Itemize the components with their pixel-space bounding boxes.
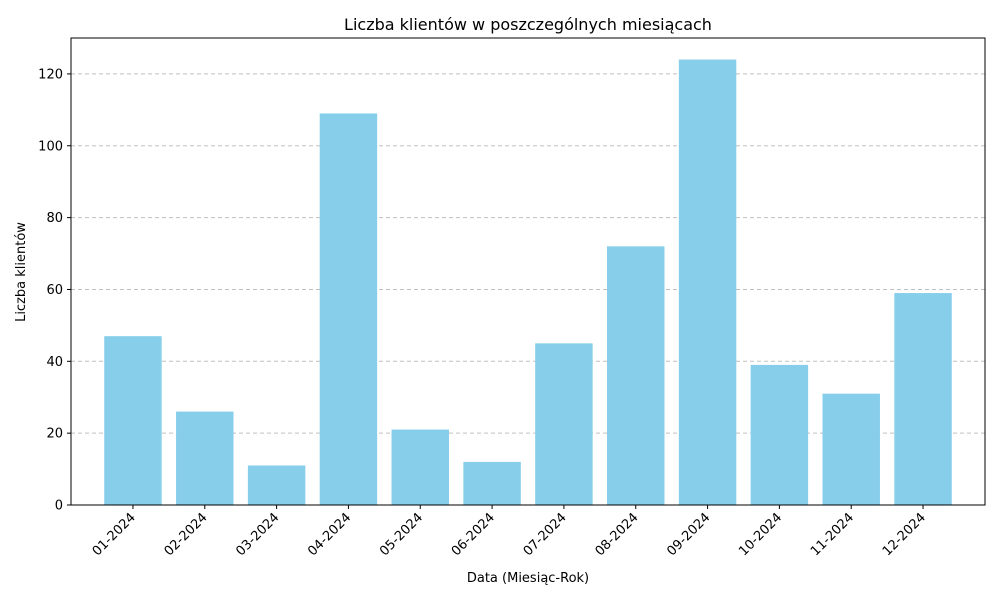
bar-07-2024 — [535, 343, 593, 505]
bar-03-2024 — [247, 465, 306, 505]
x-tick-label: 02-2024 — [162, 510, 211, 559]
grid-lines — [71, 73, 985, 434]
x-tick-label: 12-2024 — [880, 510, 929, 559]
bars — [104, 59, 952, 506]
x-tick-label: 04-2024 — [305, 510, 354, 559]
x-tick-label: 03-2024 — [233, 510, 282, 559]
bar-02-2024 — [176, 411, 234, 505]
x-tick-label: 01-2024 — [90, 510, 139, 559]
bar-11-2024 — [822, 393, 880, 505]
y-tick-label: 20 — [46, 427, 63, 442]
bar-08-2024 — [607, 246, 665, 505]
bar-06-2024 — [463, 461, 521, 505]
bar-10-2024 — [750, 364, 809, 505]
x-tick-label: 05-2024 — [377, 510, 426, 559]
bar-01-2024 — [104, 336, 162, 505]
y-tick-label: 100 — [38, 139, 63, 154]
bar-05-2024 — [391, 429, 449, 505]
chart-title: Liczba klientów w poszczególnych miesiąc… — [344, 15, 712, 34]
y-tick-label: 0 — [55, 499, 63, 514]
x-tick-label: 07-2024 — [521, 510, 570, 559]
bar-04-2024 — [319, 113, 378, 505]
plot-frame — [70, 37, 986, 506]
x-axis-ticks: 01-2024 02-2024 03-2024 04-2024 05-2024 06-20… — [90, 505, 929, 559]
x-tick-label: 06-2024 — [449, 510, 498, 559]
y-tick-label: 80 — [46, 211, 63, 226]
x-tick-label: 09-2024 — [664, 510, 713, 559]
y-tick-label: 120 — [38, 67, 63, 82]
bar-12-2024 — [894, 293, 952, 505]
y-axis-label: Liczba klientów — [14, 222, 29, 322]
y-tick-label: 40 — [46, 355, 63, 370]
x-axis-label: Data (Miesiąc-Rok) — [467, 571, 589, 586]
x-tick-label: 11-2024 — [808, 510, 857, 559]
y-tick-label: 60 — [46, 283, 63, 298]
x-tick-label: 10-2024 — [736, 510, 785, 559]
x-tick-label: 08-2024 — [593, 510, 642, 559]
y-axis-ticks: 0 20 40 60 80 100 120 — [38, 67, 71, 514]
bar-09-2024 — [678, 59, 737, 506]
